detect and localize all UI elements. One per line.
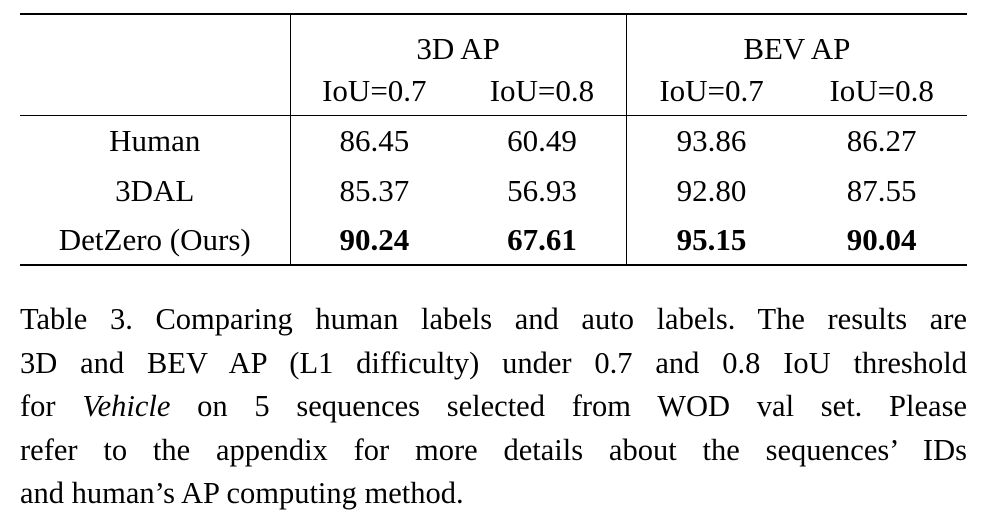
method-name: Human: [20, 115, 291, 166]
caption-line: refer to the appendix for more details a…: [20, 432, 967, 467]
caption-line: Table 3. Comparing human labels and auto…: [20, 302, 967, 336]
value-cell-best: 95.15: [626, 215, 797, 266]
value-cell: 86.27: [796, 115, 967, 166]
method-name: DetZero (Ours): [20, 215, 291, 266]
value-cell: 56.93: [458, 166, 627, 215]
sub-header-bev-iou07: IoU=0.7: [659, 73, 764, 108]
value-cell: 93.86: [626, 115, 797, 166]
sub-header-3d-iou08: IoU=0.8: [458, 67, 627, 116]
sub-header-empty: [20, 67, 291, 116]
group-header-3d-ap: 3D AP: [290, 13, 627, 67]
table-caption: Table 3. Comparing human labels and auto…: [20, 298, 967, 516]
caption-text: on 5 sequences selected from WOD val set…: [170, 389, 967, 423]
value-cell-best: 90.24: [290, 215, 459, 266]
value-cell-best: 67.61: [458, 215, 627, 266]
results-table: 3D AP BEV AP IoU=0.7 IoU=0.8 IoU=0.7 IoU…: [20, 13, 967, 266]
results-table-container: 3D AP BEV AP IoU=0.7 IoU=0.8 IoU=0.7 IoU…: [20, 13, 967, 266]
table-row: 3DAL 85.37 56.93 92.80 87.55: [20, 166, 967, 215]
value-cell: 60.49: [458, 115, 627, 166]
caption-line: for Vehicle on 5 sequences selected from…: [20, 385, 967, 429]
caption-italic-term: Vehicle: [82, 389, 171, 423]
method-name: 3DAL: [20, 166, 291, 215]
value-cell: 87.55: [846, 172, 917, 208]
value-cell-best: 90.04: [796, 215, 967, 266]
table-row: Human 86.45 60.49 93.86 86.27: [20, 115, 967, 166]
caption-line: and human’s AP computing method.: [20, 476, 464, 510]
group-header-row: 3D AP BEV AP: [20, 13, 967, 67]
group-header-bev-ap: BEV AP: [626, 13, 967, 67]
value-cell: 92.80: [676, 172, 747, 208]
table-row: DetZero (Ours) 90.24 67.61 95.15 90.04: [20, 215, 967, 266]
value-cell: 85.37: [339, 172, 410, 208]
sub-header-row: IoU=0.7 IoU=0.8 IoU=0.7 IoU=0.8: [20, 67, 967, 116]
value-cell: 86.45: [290, 115, 459, 166]
sub-header-3d-iou07: IoU=0.7: [322, 73, 427, 108]
caption-line: 3D and BEV AP (L1 difficulty) under 0.7 …: [20, 345, 967, 380]
corner-cell: [20, 13, 291, 67]
sub-header-bev-iou08: IoU=0.8: [829, 73, 934, 108]
caption-text: for: [20, 389, 83, 423]
